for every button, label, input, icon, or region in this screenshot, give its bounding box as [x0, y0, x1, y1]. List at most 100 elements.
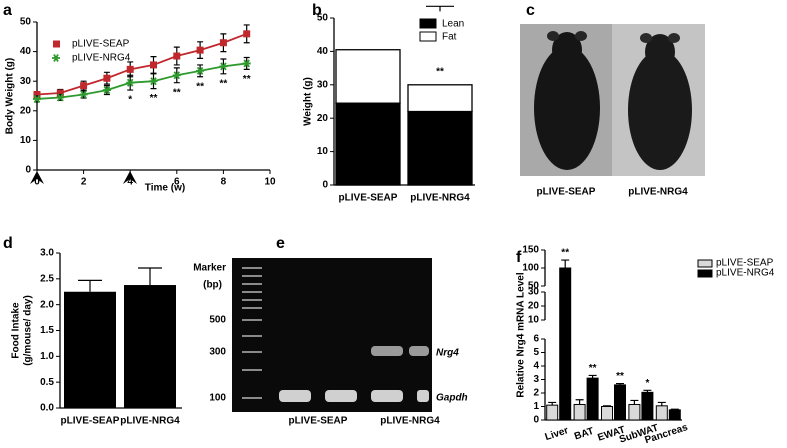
gel-marker-tick: 300 [209, 347, 226, 358]
point [196, 46, 204, 54]
y-tick-label: 10 [20, 135, 32, 146]
y-tick-label: 20 [20, 105, 32, 116]
point [102, 86, 111, 95]
x-tick-label: 6 [174, 177, 180, 188]
point [79, 90, 88, 99]
error-bar [78, 279, 102, 292]
y-tick-label: 30 [317, 79, 329, 90]
y-tick-label: 4 [533, 361, 539, 372]
gel-lane-label: pLIVE-SEAP [289, 416, 348, 427]
x-tick-label: pLIVE-NRG4 [410, 193, 470, 204]
bar-segment [407, 84, 473, 113]
y-tick-label: 40 [317, 46, 329, 57]
point [150, 61, 157, 69]
legend-label: pLIVE-SEAP [716, 258, 774, 269]
legend-label: pLIVE-SEAP [72, 39, 130, 50]
gel-marker-title: Marker [193, 263, 226, 274]
panel-label: e [276, 235, 285, 252]
annotation: ** [173, 87, 181, 98]
gel-marker-unit: (bp) [203, 280, 222, 291]
x-tick-label: Liver [544, 425, 570, 443]
annotation: * [128, 95, 132, 106]
y-tick-label: 2 [533, 388, 539, 399]
bar-segment [335, 49, 401, 104]
annotation: ** [589, 363, 597, 374]
bar [586, 377, 599, 421]
bar [601, 406, 613, 421]
error-bar [575, 399, 584, 405]
legend-marker [419, 18, 437, 29]
point [219, 39, 227, 47]
series-line [36, 32, 248, 96]
legend-label: Lean [442, 19, 464, 30]
y-tick-label: 150 [522, 245, 539, 256]
y-tick-label: 50 [528, 281, 540, 292]
legend-marker [53, 40, 60, 48]
point [173, 52, 181, 60]
x-tick-label: pLIVE-SEAP [339, 193, 398, 204]
y-tick-label: 30 [528, 287, 540, 298]
bar [124, 285, 176, 408]
legend-label: pLIVE-NRG4 [716, 268, 775, 279]
point [219, 62, 228, 71]
y-tick-label: 1.5 [40, 325, 54, 336]
x-tick-label: 0 [34, 177, 40, 188]
error-bar [630, 399, 639, 405]
y-tick-label: 50 [20, 17, 32, 28]
legend-marker [697, 259, 713, 268]
gel-band-label: Nrg4 [436, 348, 459, 359]
annotation: ** [196, 81, 204, 92]
y-tick-label: 3.0 [40, 248, 54, 259]
photo [520, 24, 705, 176]
x-tick-label: pLIVE-NRG4 [120, 416, 180, 427]
bar [668, 409, 681, 421]
y-axis-label: Relative Nrg4 mRNA Level [516, 272, 527, 397]
y-tick-label: 50 [317, 13, 329, 24]
gel-marker-tick: 100 [209, 393, 226, 404]
bar [64, 291, 116, 408]
y-tick-label: 0 [533, 415, 539, 426]
x-tick-label: pLIVE-SEAP [61, 416, 120, 427]
bar-segment [335, 102, 401, 186]
y-tick-label: 100 [522, 263, 539, 274]
x-tick-label: 2 [81, 177, 87, 188]
point [126, 78, 135, 87]
error-bar [426, 5, 454, 12]
point [243, 30, 251, 38]
x-tick-label: BAT [573, 426, 595, 443]
arrow [30, 171, 137, 184]
point [80, 82, 88, 90]
y-tick-label: 20 [528, 301, 540, 312]
gel-marker-tick: 500 [209, 315, 226, 326]
error-bar [657, 401, 666, 406]
point [149, 77, 158, 86]
point [126, 65, 134, 73]
annotation: ** [220, 78, 228, 89]
panel-label: a [3, 2, 12, 19]
y-axis-label: Weight (g) [303, 77, 314, 126]
point [196, 66, 205, 75]
photo-label: pLIVE-SEAP [537, 187, 596, 198]
photo-label: pLIVE-NRG4 [628, 187, 688, 198]
y-tick-label: 20 [317, 113, 329, 124]
bar [641, 391, 654, 421]
legend-marker [52, 54, 60, 62]
x-axis-label: Time (w) [145, 183, 185, 194]
point [172, 71, 181, 80]
point [33, 94, 41, 103]
y-tick-label: 0 [322, 180, 328, 191]
y-tick-label: 10 [317, 146, 329, 157]
y-tick-label: 10 [528, 315, 540, 326]
y-axis-label: Food Intake [11, 302, 22, 359]
point [242, 59, 251, 68]
y-tick-label: 1.0 [40, 351, 54, 362]
panel-label: f [516, 249, 522, 266]
y-tick-label: 0.5 [40, 377, 54, 388]
point [103, 74, 111, 82]
annotation: ** [561, 248, 569, 259]
panel-label: d [3, 235, 13, 252]
gel-band-label: Gapdh [436, 393, 468, 404]
x-tick-label: 10 [264, 177, 276, 188]
x-tick-label: 4 [127, 177, 133, 188]
